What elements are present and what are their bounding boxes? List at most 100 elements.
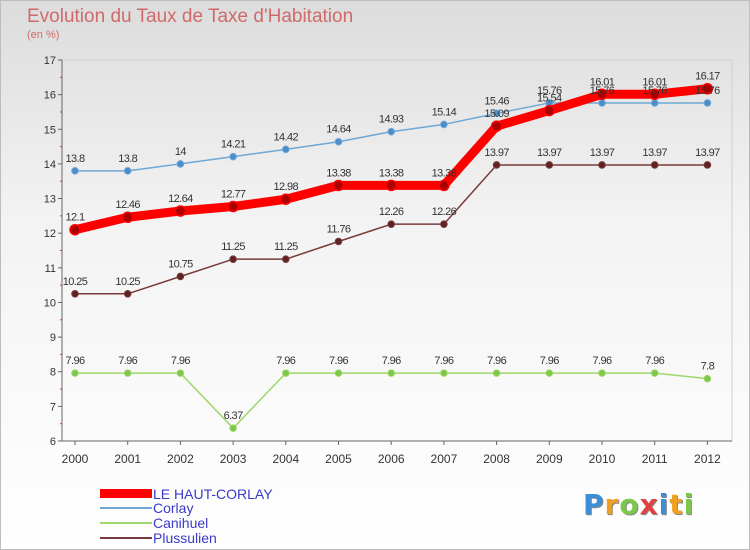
data-point-corlay	[492, 109, 501, 118]
data-label-le-haut-corlay: 16.17	[695, 71, 720, 83]
y-tick-label: 11	[45, 263, 56, 275]
data-label-le-haut-corlay: 13.38	[379, 167, 404, 179]
y-tick-label: 8	[50, 367, 56, 379]
data-label-plussulien: 13.97	[537, 147, 562, 159]
data-point-canihuel	[650, 369, 659, 377]
x-tick-label: 2002	[167, 452, 194, 466]
data-point-le-haut-corlay	[280, 193, 292, 205]
data-point-corlay	[71, 167, 79, 175]
x-tick-label: 2006	[378, 452, 405, 466]
data-label-plussulien: 10.25	[63, 276, 88, 288]
data-point-canihuel	[545, 369, 554, 377]
data-point-plussulien	[334, 237, 343, 246]
x-tick-label: 2012	[694, 452, 721, 466]
data-label-canihuel: 7.96	[645, 355, 664, 367]
data-label-corlay: 13.8	[65, 153, 84, 165]
legend-item-le-haut-corlay: LE HAUT-CORLAY	[100, 486, 320, 502]
data-point-canihuel	[492, 369, 501, 377]
data-point-le-haut-corlay	[174, 205, 187, 217]
data-point-plussulien	[176, 272, 185, 281]
data-point-corlay	[334, 137, 343, 146]
data-point-plussulien	[387, 220, 396, 228]
data-point-plussulien	[440, 220, 448, 228]
data-label-corlay: 14.42	[274, 131, 299, 143]
x-tick-label: 2010	[589, 452, 616, 466]
data-point-corlay	[387, 127, 396, 136]
y-tick-label: 13	[44, 194, 56, 206]
legend-item-canihuel: Canihuel	[100, 515, 320, 531]
y-tick-label: 6	[50, 436, 56, 448]
data-label-plussulien: 11.25	[221, 241, 245, 253]
data-label-canihuel: 7.96	[329, 355, 348, 367]
data-label-le-haut-corlay: 13.38	[326, 167, 351, 179]
x-tick-label: 2001	[114, 452, 141, 466]
data-label-le-haut-corlay: 16.01	[590, 76, 615, 88]
data-label-plussulien: 10.75	[168, 258, 193, 270]
data-label-canihuel: 7.96	[382, 355, 401, 367]
data-label-le-haut-corlay: 16.01	[642, 76, 667, 88]
data-point-le-haut-corlay	[69, 223, 81, 236]
data-point-le-haut-corlay	[648, 88, 661, 101]
y-tick-label: 16	[44, 90, 56, 102]
y-tick-label: 17	[44, 55, 56, 67]
legend-label-plussulien: Plussulien	[153, 530, 217, 546]
data-label-corlay: 14.64	[326, 124, 351, 136]
x-tick-label: 2011	[642, 452, 668, 466]
logo-letter: i	[683, 488, 695, 521]
data-point-corlay	[650, 99, 659, 107]
data-point-plussulien	[703, 161, 712, 169]
data-label-canihuel: 7.96	[434, 355, 453, 367]
data-point-le-haut-corlay	[121, 211, 134, 223]
data-label-plussulien: 13.97	[695, 147, 720, 159]
data-label-corlay: 14.21	[221, 139, 246, 151]
data-point-plussulien	[650, 161, 659, 169]
legend-label-corlay: Corlay	[153, 500, 194, 516]
data-point-le-haut-corlay	[385, 179, 397, 192]
data-point-le-haut-corlay	[596, 88, 608, 101]
data-point-canihuel	[176, 369, 185, 377]
legend-swatch-corlay	[100, 507, 152, 509]
y-tick-label: 15	[44, 124, 56, 136]
y-tick-label: 10	[44, 297, 56, 309]
data-label-le-haut-corlay: 12.1	[65, 212, 84, 224]
data-point-corlay	[440, 120, 448, 129]
data-label-plussulien: 10.25	[115, 276, 140, 288]
chart-subtitle: (en %)	[27, 29, 60, 41]
data-label-corlay: 15.76	[642, 85, 667, 97]
data-point-plussulien	[545, 161, 554, 169]
data-label-plussulien: 11.25	[274, 241, 298, 253]
logo-letter: r	[604, 488, 620, 521]
data-point-le-haut-corlay	[438, 179, 450, 192]
logo-letter: x	[639, 488, 659, 521]
data-point-plussulien	[598, 161, 606, 169]
data-label-le-haut-corlay: 13.38	[432, 167, 457, 179]
line-chart: 6 7 8 9 10 11 12 13 14 15 16 17 2000 2001 2002 2003 2004…	[44, 55, 733, 466]
series-line-canihuel	[74, 372, 709, 429]
data-point-plussulien	[492, 161, 501, 169]
data-point-corlay	[598, 99, 606, 107]
data-point-canihuel	[229, 424, 237, 432]
data-label-le-haut-corlay: 15.54	[537, 93, 562, 105]
legend-swatch-le-haut-corlay	[100, 489, 152, 498]
legend-item-plussulien: Plussulien	[100, 530, 320, 546]
x-tick-label: 2000	[62, 452, 89, 466]
legend-label-canihuel: Canihuel	[153, 515, 209, 531]
data-label-le-haut-corlay: 15.09	[484, 108, 509, 120]
logo-letter: t	[669, 488, 684, 521]
logo-letter: o	[619, 488, 640, 521]
data-label-plussulien: 13.97	[590, 147, 615, 159]
legend-swatch-canihuel	[100, 522, 152, 524]
data-label-plussulien: 11.76	[327, 223, 351, 235]
data-label-corlay: 15.76	[590, 85, 615, 97]
data-label-corlay: 15.76	[537, 85, 562, 97]
data-label-le-haut-corlay: 12.98	[274, 181, 299, 193]
data-label-le-haut-corlay: 12.46	[115, 199, 140, 211]
data-label-canihuel: 7.96	[540, 355, 559, 367]
data-point-le-haut-corlay	[701, 82, 714, 95]
proxiti-logo: Proxiti	[583, 488, 694, 521]
data-label-canihuel: 7.96	[276, 355, 295, 367]
data-label-plussulien: 12.26	[379, 206, 404, 218]
data-point-canihuel	[703, 374, 712, 383]
data-label-le-haut-corlay: 12.77	[221, 189, 246, 201]
data-label-corlay: 15.46	[484, 95, 509, 107]
